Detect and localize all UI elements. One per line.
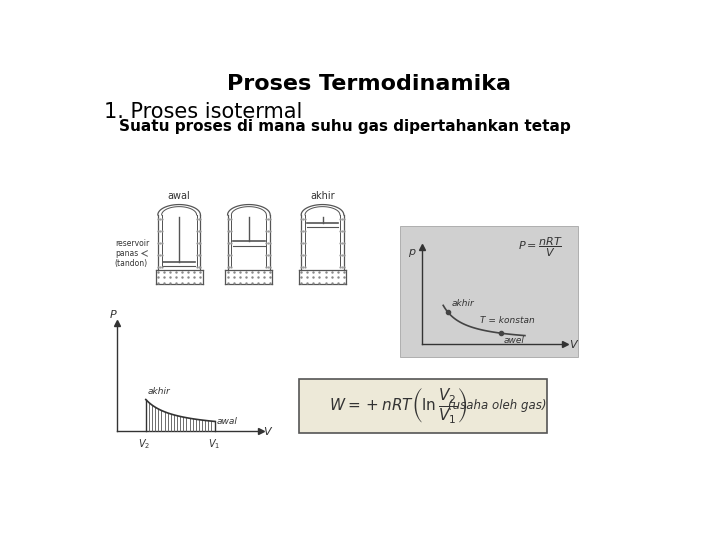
Text: awal: awal (217, 417, 238, 426)
Text: $V_2$: $V_2$ (138, 437, 150, 450)
Text: (usaha oleh gas): (usaha oleh gas) (449, 400, 547, 413)
Bar (300, 379, 547, 433)
Text: T = konstan: T = konstan (480, 316, 535, 326)
Text: P: P (110, 310, 117, 320)
Text: awal: awal (168, 191, 191, 201)
Text: $P = \dfrac{nRT}{V}$: $P = \dfrac{nRT}{V}$ (518, 236, 563, 259)
Text: Proses Termodinamika: Proses Termodinamika (227, 74, 511, 94)
Text: $V_1$: $V_1$ (209, 437, 221, 450)
Text: akhir: akhir (310, 191, 335, 201)
Text: V: V (264, 427, 271, 437)
Text: p: p (408, 247, 415, 257)
Text: awel: awel (504, 336, 525, 345)
Text: $W = +nRT\left(\ln\dfrac{V_2}{V_1}\right)$: $W = +nRT\left(\ln\dfrac{V_2}{V_1}\right… (329, 387, 468, 426)
Text: Suatu proses di mana suhu gas dipertahankan tetap: Suatu proses di mana suhu gas dipertahan… (120, 119, 571, 134)
Text: akhir: akhir (451, 299, 474, 308)
Text: 1. Proses isotermal: 1. Proses isotermal (104, 102, 302, 122)
Text: reservoir
panas
(tandon): reservoir panas (tandon) (114, 239, 149, 268)
Bar (400, 226, 578, 357)
Text: akhir: akhir (148, 387, 171, 396)
Text: V: V (569, 340, 577, 350)
